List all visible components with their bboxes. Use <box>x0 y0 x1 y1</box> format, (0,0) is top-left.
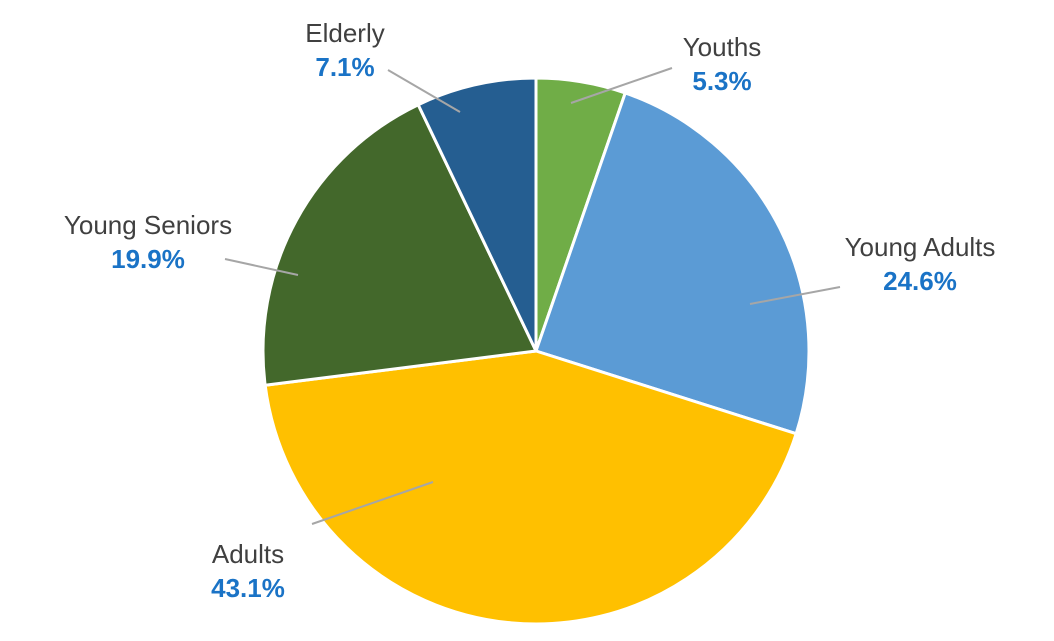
leader-line-youths <box>570 67 673 104</box>
pie-slice-young-adults <box>534 91 811 436</box>
pie-slices <box>261 76 811 626</box>
slice-label-adults: Adults <box>212 539 284 569</box>
slice-label-young-adults: Young Adults <box>845 232 996 262</box>
slice-label-youths: Youths <box>683 32 762 62</box>
pie-slice-young-seniors <box>261 103 538 387</box>
slice-label-young-seniors: Young Seniors <box>64 210 232 240</box>
slice-label-elderly: Elderly <box>305 18 384 48</box>
slice-value-elderly: 7.1% <box>315 52 374 82</box>
leader-lines <box>224 67 841 525</box>
slice-value-young-seniors: 19.9% <box>111 244 185 274</box>
pie-slice-adults <box>263 349 798 626</box>
leader-line-adults <box>311 481 434 525</box>
slice-value-young-adults: 24.6% <box>883 266 957 296</box>
leader-line-young-seniors <box>224 258 299 276</box>
pie-slice-elderly <box>416 76 538 353</box>
data-labels: Youths 5.3% Young Adults 24.6% Adults 43.1% Yo… <box>64 18 996 603</box>
slice-value-youths: 5.3% <box>692 66 751 96</box>
slice-value-adults: 43.1% <box>211 573 285 603</box>
leader-line-young-adults <box>749 286 841 305</box>
leader-line-elderly <box>387 69 461 113</box>
